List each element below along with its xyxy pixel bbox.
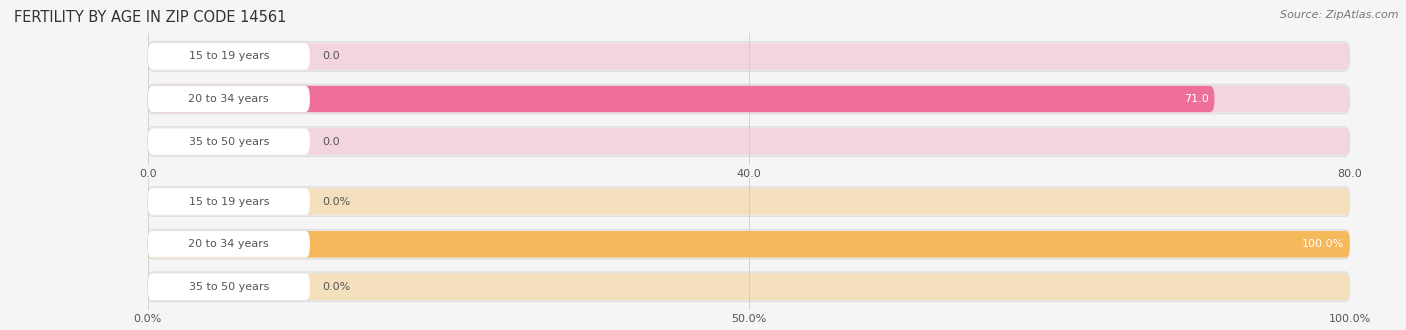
Text: Source: ZipAtlas.com: Source: ZipAtlas.com [1281,10,1399,20]
FancyBboxPatch shape [148,274,1350,300]
Text: 20 to 34 years: 20 to 34 years [188,94,269,104]
FancyBboxPatch shape [148,127,1350,156]
FancyBboxPatch shape [148,188,309,215]
Text: 0.0%: 0.0% [322,282,350,292]
FancyBboxPatch shape [148,43,309,70]
FancyBboxPatch shape [148,231,309,257]
FancyBboxPatch shape [148,272,1350,302]
FancyBboxPatch shape [148,231,1350,257]
Text: 15 to 19 years: 15 to 19 years [188,51,269,61]
Text: 35 to 50 years: 35 to 50 years [188,282,269,292]
Text: 100.0%: 100.0% [1302,239,1344,249]
Text: 0.0: 0.0 [322,51,340,61]
Text: 0.0: 0.0 [322,137,340,147]
Text: 15 to 19 years: 15 to 19 years [188,197,269,207]
FancyBboxPatch shape [148,43,1350,70]
FancyBboxPatch shape [148,274,309,300]
FancyBboxPatch shape [148,128,1350,155]
Text: 71.0: 71.0 [1184,94,1209,104]
Text: 20 to 34 years: 20 to 34 years [188,239,269,249]
FancyBboxPatch shape [148,86,1350,112]
FancyBboxPatch shape [148,187,1350,216]
FancyBboxPatch shape [148,86,1215,112]
FancyBboxPatch shape [148,231,1350,257]
FancyBboxPatch shape [148,86,309,112]
FancyBboxPatch shape [148,42,1350,71]
FancyBboxPatch shape [148,229,1350,259]
FancyBboxPatch shape [148,128,309,155]
FancyBboxPatch shape [148,188,1350,215]
Text: 35 to 50 years: 35 to 50 years [188,137,269,147]
Text: 0.0%: 0.0% [322,197,350,207]
FancyBboxPatch shape [148,84,1350,114]
Text: FERTILITY BY AGE IN ZIP CODE 14561: FERTILITY BY AGE IN ZIP CODE 14561 [14,10,287,25]
